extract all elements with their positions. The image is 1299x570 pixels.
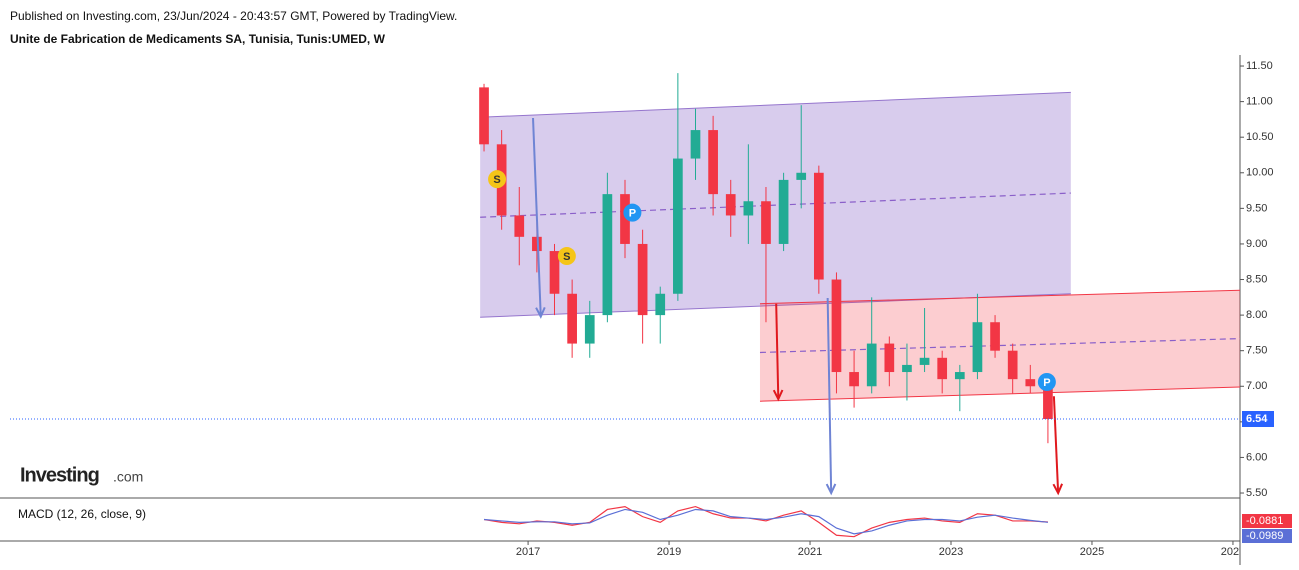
y-tick-label: 11.50 <box>1246 60 1273 72</box>
arrow-shaft <box>1052 396 1060 494</box>
arrow-shaft <box>826 298 833 494</box>
price-axis: 5.506.006.507.007.508.008.509.009.5010.0… <box>1240 60 1274 499</box>
last-price-box <box>1242 411 1274 428</box>
channel-bottom <box>759 386 1240 402</box>
logo-suffix: .com <box>113 469 143 485</box>
channel-top <box>480 91 1071 118</box>
x-tick-label: 2017 <box>516 546 540 558</box>
arrow-shaft <box>532 117 542 317</box>
arrow-head <box>825 483 837 496</box>
candle-body <box>620 194 630 244</box>
y-tick-label: 9.50 <box>1246 202 1267 214</box>
event-marker-label: S <box>493 174 500 186</box>
event-marker <box>488 170 507 189</box>
y-tick-label: 6.00 <box>1246 451 1267 463</box>
candle-body <box>813 172 824 280</box>
candle-body <box>725 194 736 216</box>
macd-pane <box>483 505 1048 538</box>
candle-body <box>708 130 718 195</box>
candle-body <box>761 201 771 244</box>
published-note: Published on Investing.com, 23/Jun/2024 … <box>10 9 457 23</box>
candle-body <box>655 293 666 316</box>
event-marker-label: P <box>1043 377 1050 389</box>
candle-body <box>479 87 489 145</box>
macd-value-label: -0.0989 <box>1246 530 1283 542</box>
time-axis: 2017 2019 2021 2023 2025 2027 <box>516 541 1245 558</box>
macd-line <box>483 505 1048 538</box>
arrow-head <box>535 306 546 319</box>
arrow-shaft <box>775 303 780 400</box>
macd-value-box <box>1242 514 1292 528</box>
candle-body <box>866 343 877 387</box>
macd-line <box>483 508 1048 535</box>
y-tick-label: 8.50 <box>1246 273 1267 285</box>
event-marker <box>1037 373 1056 392</box>
candle-body <box>584 315 595 344</box>
candle-body <box>831 279 842 373</box>
candle-body <box>690 130 701 159</box>
x-tick-label: 2027 <box>1221 546 1245 558</box>
y-tick-label: 10.00 <box>1246 167 1274 179</box>
x-tick-label: 2019 <box>657 546 681 558</box>
candle-body <box>549 251 560 294</box>
chart-title: Unite de Fabrication de Medicaments SA, … <box>10 32 386 46</box>
candle-body <box>796 172 807 180</box>
candle-body <box>1043 386 1053 420</box>
x-tick-label: 2023 <box>939 546 963 558</box>
candle-body <box>602 194 613 316</box>
candle-body <box>532 236 542 252</box>
channel-midline <box>480 192 1071 218</box>
y-tick-label: 11.00 <box>1246 96 1273 108</box>
event-marker <box>557 247 576 266</box>
macd-label: MACD (12, 26, close, 9) <box>18 507 146 521</box>
macd-value-box <box>1242 529 1292 543</box>
last-price-label: 6.54 <box>1246 413 1268 425</box>
candle-body <box>884 343 895 373</box>
y-tick-label: 10.50 <box>1246 131 1274 143</box>
candle-body <box>1007 350 1018 380</box>
y-tick-label: 5.50 <box>1246 487 1267 499</box>
candle-body <box>902 364 912 373</box>
candle-body <box>514 215 525 237</box>
macd-value-label: -0.0881 <box>1246 515 1283 527</box>
x-tick-label: 2021 <box>798 546 822 558</box>
logo: Investing <box>20 464 99 486</box>
candle-body <box>567 293 577 344</box>
candle-body <box>972 322 983 373</box>
candle-body <box>743 201 754 216</box>
candle-body <box>849 372 859 387</box>
event-marker-label: S <box>563 251 570 263</box>
y-tick-label: 9.00 <box>1246 238 1267 250</box>
event-marker-label: P <box>629 208 636 220</box>
candle-body <box>990 322 1000 351</box>
candle-body <box>954 372 965 380</box>
arrow-head <box>1052 483 1064 496</box>
candle-body <box>1025 379 1036 387</box>
y-tick-label: 7.00 <box>1246 380 1267 392</box>
candle-body <box>937 357 948 380</box>
price-pane: S S P P <box>479 73 1240 496</box>
y-tick-label: 8.00 <box>1246 309 1267 321</box>
event-marker <box>623 203 642 222</box>
candle-body <box>919 357 930 365</box>
y-tick-label: 7.50 <box>1246 345 1267 357</box>
arrow-head <box>772 389 784 402</box>
candle-body <box>673 158 683 294</box>
x-tick-label: 2025 <box>1080 546 1104 558</box>
candle-body <box>637 243 648 316</box>
candle-body <box>778 179 789 244</box>
